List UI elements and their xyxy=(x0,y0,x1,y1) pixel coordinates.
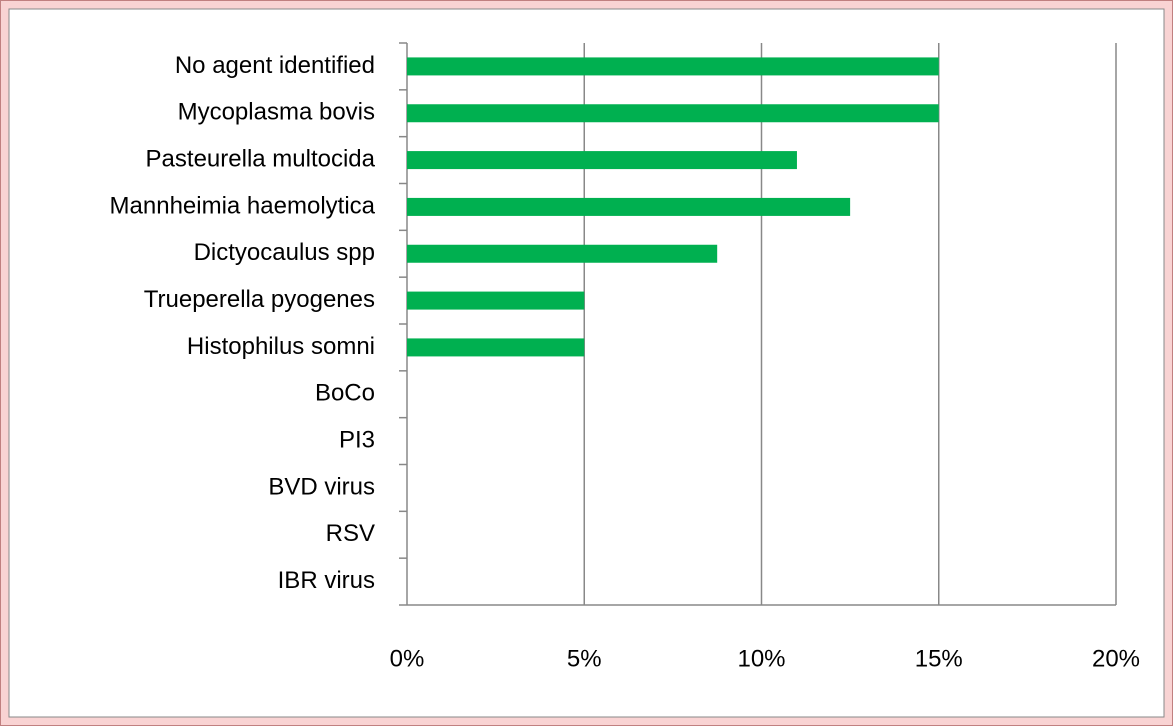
x-tick-label: 10% xyxy=(737,645,785,672)
x-tick-label: 15% xyxy=(915,645,963,672)
x-tick-label: 5% xyxy=(567,645,602,672)
bar xyxy=(407,338,585,357)
bar xyxy=(407,57,939,76)
plot-area xyxy=(8,8,1165,718)
y-tick-label: RSV xyxy=(326,520,375,547)
y-tick-label: Histophilus somni xyxy=(187,333,375,360)
y-tick-label: Pasteurella multocida xyxy=(146,145,376,172)
bar xyxy=(407,151,797,170)
y-tick-label: BVD virus xyxy=(268,473,375,500)
bar xyxy=(407,197,851,216)
y-tick-label: Dictyocaulus spp xyxy=(194,239,375,266)
bar xyxy=(407,104,939,123)
bar xyxy=(407,291,585,310)
x-tick-label: 20% xyxy=(1092,645,1140,672)
y-tick-label: IBR virus xyxy=(278,567,375,594)
bar xyxy=(407,244,718,263)
y-tick-label: No agent identified xyxy=(175,52,375,79)
y-tick-label: Trueperella pyogenes xyxy=(144,286,375,313)
y-tick-label: PI3 xyxy=(339,426,375,453)
y-tick-label: Mycoplasma bovis xyxy=(178,99,375,126)
y-tick-label: Mannheimia haemolytica xyxy=(110,192,376,219)
x-tick-label: 0% xyxy=(390,645,425,672)
y-tick-label: BoCo xyxy=(315,380,375,407)
